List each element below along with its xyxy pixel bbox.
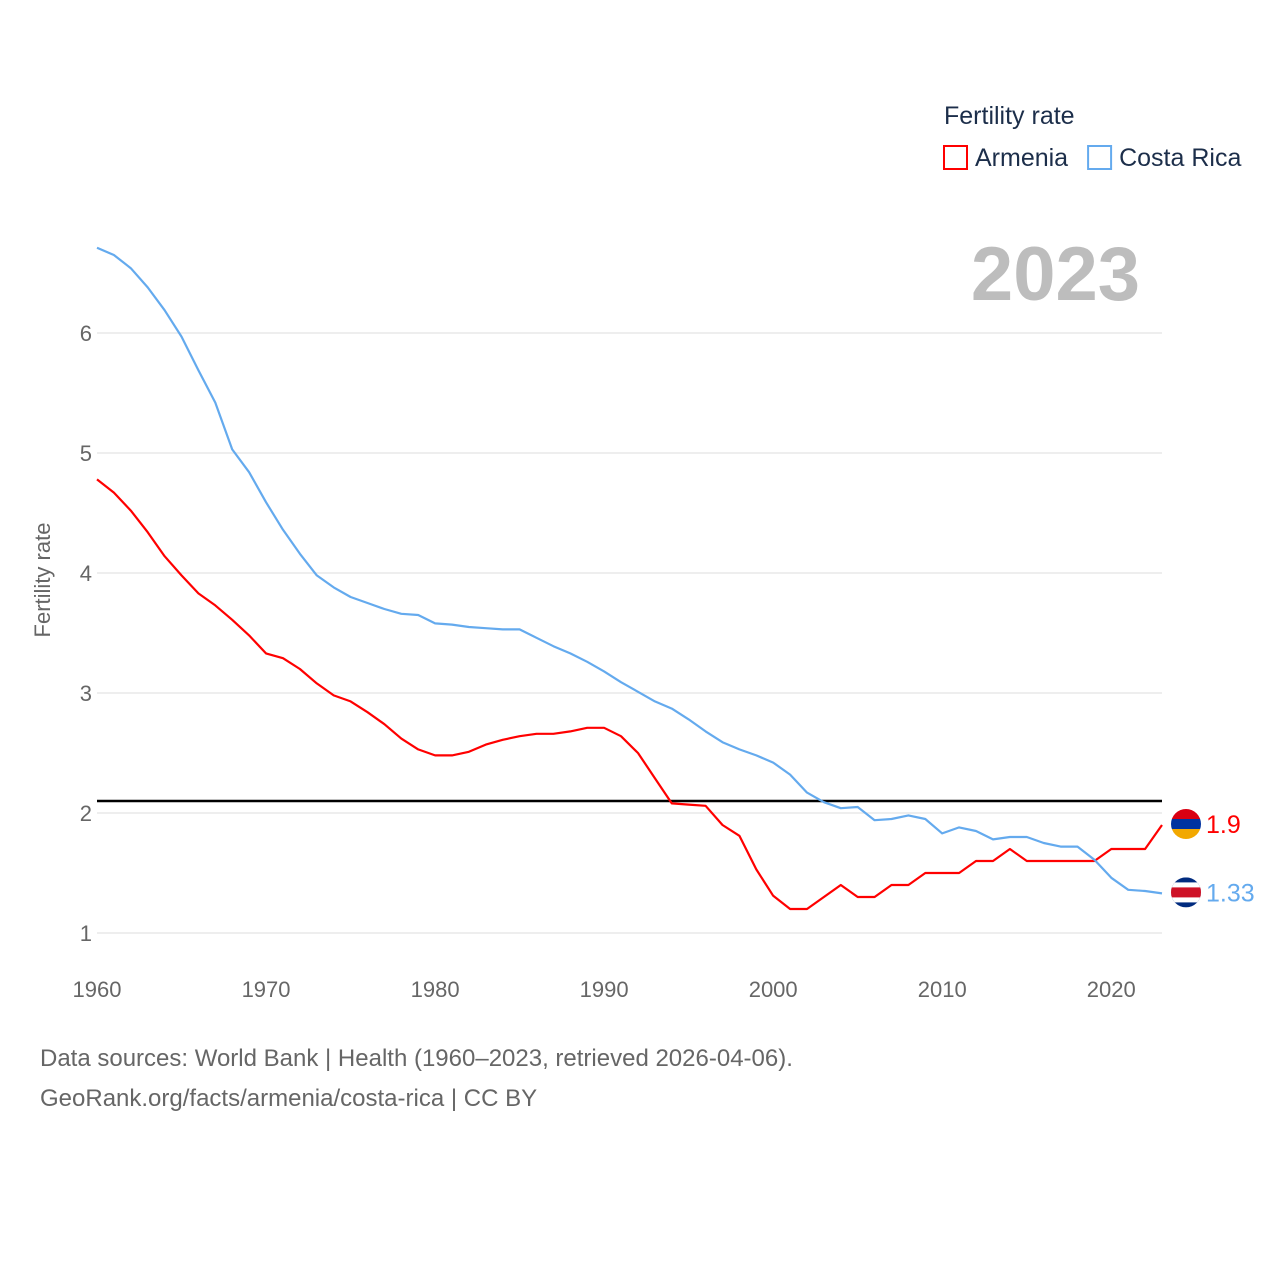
y-tick-label: 6 <box>80 321 92 346</box>
end-value-armenia: 1.9 <box>1206 811 1241 839</box>
legend-title: Fertility rate <box>944 102 1075 130</box>
y-tick-label: 1 <box>80 921 92 946</box>
y-axis-label: Fertility rate <box>30 523 55 638</box>
legend-swatch-armenia <box>943 145 968 170</box>
x-tick-label: 1970 <box>242 977 291 1002</box>
x-tick-label: 1990 <box>580 977 629 1002</box>
flag-costa-rica-icon <box>1171 877 1201 908</box>
flag-armenia-icon <box>1171 809 1201 839</box>
series-line-costa-rica <box>96 246 1163 895</box>
x-tick-label: 2010 <box>918 977 967 1002</box>
legend-label-armenia: Armenia <box>975 144 1068 172</box>
x-tick-label: 1960 <box>73 977 122 1002</box>
end-value-costa-rica: 1.33 <box>1206 879 1255 907</box>
flag-stripe <box>1171 887 1201 898</box>
y-tick-label: 2 <box>80 801 92 826</box>
series-line-armenia <box>96 478 1163 911</box>
year-label: 2023 <box>971 232 1140 317</box>
flag-stripe <box>1171 819 1201 829</box>
y-tick-label: 3 <box>80 681 92 706</box>
footer-sources: Data sources: World Bank | Health (1960–… <box>40 1045 793 1072</box>
flag-stripe <box>1171 809 1201 819</box>
legend-swatch-costa-rica <box>1087 145 1113 170</box>
footer-link[interactable]: GeoRank.org/facts/armenia/costa-rica | C… <box>40 1085 538 1112</box>
x-tick-label: 1980 <box>411 977 460 1002</box>
x-tick-label: 2020 <box>1087 977 1136 1002</box>
flag-stripe <box>1171 829 1201 839</box>
x-tick-label: 2000 <box>749 977 798 1002</box>
y-tick-label: 5 <box>80 441 92 466</box>
legend-label-costa-rica: Costa Rica <box>1119 144 1241 172</box>
y-tick-label: 4 <box>80 561 92 586</box>
